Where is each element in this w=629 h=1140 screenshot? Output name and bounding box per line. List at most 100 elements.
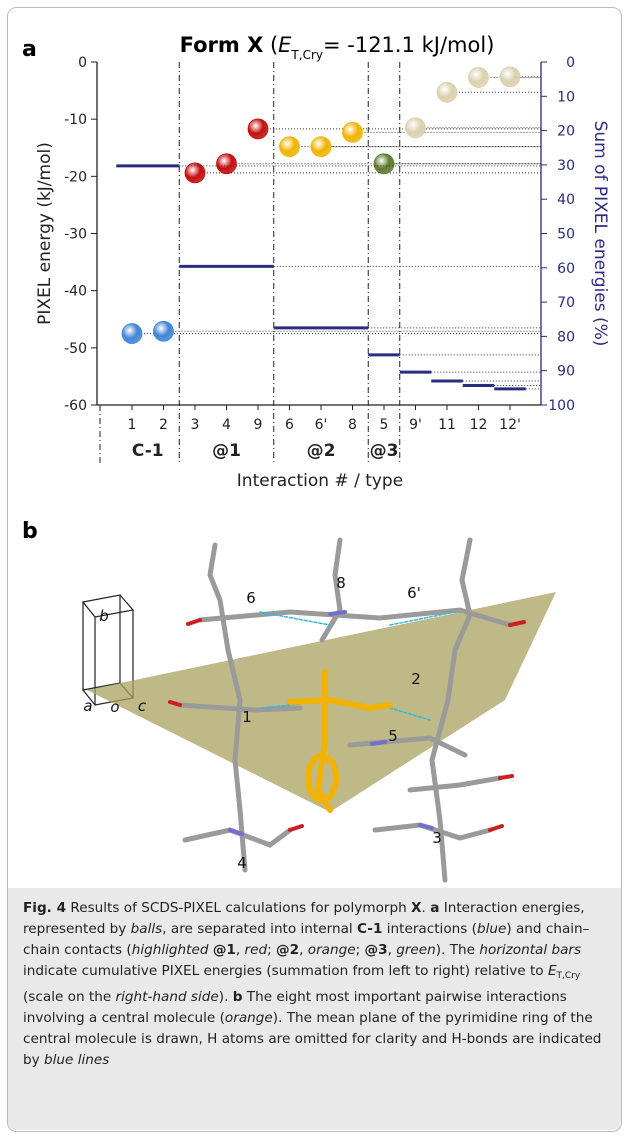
y-tick-label: -60 <box>64 398 87 414</box>
title-run: E <box>278 33 292 57</box>
panel-label: b <box>22 519 38 544</box>
interaction-label: 2 <box>411 670 421 688</box>
caption-run: highlighted <box>132 942 209 958</box>
y2-tick-label: 50 <box>557 227 575 243</box>
caption-run: T,Cry <box>557 971 581 981</box>
cell-axis-label: o <box>110 698 119 716</box>
caption-run: @1 <box>213 942 236 958</box>
caption-run: a <box>430 900 439 916</box>
x-tick-label: 12' <box>499 417 521 433</box>
y-tick-label: -50 <box>64 341 87 357</box>
interaction-label: 8 <box>336 574 346 592</box>
ball <box>154 321 174 341</box>
y2-tick-label: 0 <box>566 55 575 71</box>
caption-run: blue <box>477 921 506 937</box>
caption-run: right-hand side <box>116 989 219 1005</box>
caption-run: , <box>388 942 397 958</box>
panel-label: a <box>22 37 37 62</box>
y-tick-label: -10 <box>64 112 87 128</box>
title-run: T,Cry <box>290 48 323 62</box>
y2-tick-label: 20 <box>557 124 575 140</box>
ball <box>122 324 142 344</box>
y2-tick-label: 40 <box>557 192 575 208</box>
caption-run: @3 <box>365 942 388 958</box>
caption-run: , are separated into internal <box>162 921 357 937</box>
cell-axis-label: c <box>138 697 147 715</box>
cell-axis-label: b <box>99 607 109 625</box>
caption-run: . <box>422 900 431 916</box>
caption-run: orange <box>225 1010 273 1026</box>
interaction-label: 5 <box>388 727 398 745</box>
group-label: @3 <box>370 441 399 461</box>
caption: Fig. 4 Results of SCDS-PIXEL calculation… <box>8 888 621 1130</box>
y2-tick-label: 80 <box>557 329 575 345</box>
caption-run: orange <box>308 942 356 958</box>
y2-tick-label: 90 <box>557 364 575 380</box>
caption-run: interactions ( <box>382 921 477 937</box>
caption-run: red <box>245 942 268 958</box>
caption-run: ). <box>219 989 233 1005</box>
y2-tick-label: 30 <box>557 158 575 174</box>
x-tick-label: 1 <box>128 417 137 433</box>
ball <box>374 154 394 174</box>
title-run: Form X <box>180 33 264 57</box>
x-tick-label: 9 <box>254 417 263 433</box>
x-tick-label: 8 <box>348 417 357 433</box>
caption-run: green <box>396 942 436 958</box>
caption-run: Results of SCDS-PIXEL calculations for p… <box>66 900 411 916</box>
caption-run: , <box>236 942 245 958</box>
group-label: @2 <box>307 441 336 461</box>
ball <box>437 82 457 102</box>
y2-axis-label: Sum of PIXEL energies (%) <box>590 121 610 347</box>
caption-run: , <box>299 942 308 958</box>
y-tick-label: -30 <box>64 227 87 243</box>
caption-run: b <box>233 989 243 1005</box>
cell-axis-label: a <box>83 697 92 715</box>
title-run: ( <box>263 33 278 57</box>
ball <box>343 122 363 142</box>
caption-run: @2 <box>276 942 299 958</box>
y2-tick-label: 10 <box>557 89 575 105</box>
caption-run: blue lines <box>44 1052 109 1068</box>
caption-run: Fig. 4 <box>23 900 66 916</box>
ball <box>217 154 237 174</box>
caption-run: C-1 <box>357 921 382 937</box>
caption-run: E <box>548 963 557 979</box>
y2-tick-label: 70 <box>557 295 575 311</box>
ball <box>500 67 520 87</box>
interaction-label: 6 <box>246 589 256 607</box>
ball <box>311 137 331 157</box>
caption-run: (scale on the <box>23 989 116 1005</box>
title-run: = -121.1 kJ/mol) <box>323 33 494 57</box>
caption-run: ; <box>267 942 276 958</box>
ball <box>469 67 489 87</box>
y-tick-label: 0 <box>78 55 87 71</box>
caption-run: X <box>411 900 421 916</box>
x-tick-label: 3 <box>191 417 200 433</box>
ball <box>248 119 268 139</box>
x-axis-label: Interaction # / type <box>237 471 403 491</box>
x-tick-label: 4 <box>222 417 231 433</box>
x-tick-label: 2 <box>159 417 168 433</box>
group-label: C-1 <box>132 441 164 461</box>
ball <box>280 137 300 157</box>
caption-run: horizontal bars <box>479 942 581 958</box>
interaction-label: 4 <box>237 854 247 872</box>
x-tick-label: 9' <box>409 417 422 433</box>
x-tick-label: 12 <box>470 417 488 433</box>
y-tick-label: -20 <box>64 169 87 185</box>
x-tick-label: 6 <box>285 417 294 433</box>
group-label: @1 <box>212 441 241 461</box>
y2-tick-label: 60 <box>557 261 575 277</box>
x-tick-label: 11 <box>438 417 456 433</box>
y-tick-label: -40 <box>64 284 87 300</box>
caption-run: indicate cumulative PIXEL energies (summ… <box>23 963 548 979</box>
y2-tick-label: 100 <box>548 398 575 414</box>
chart-title: Form X (ET,Cry= -121.1 kJ/mol) <box>180 33 495 62</box>
figure-page: a b <box>0 0 629 1140</box>
caption-run: ; <box>356 942 365 958</box>
interaction-label: 1 <box>242 708 252 726</box>
y-axis-label: PIXEL energy (kJ/mol) <box>35 142 55 325</box>
caption-run: balls <box>131 921 163 937</box>
